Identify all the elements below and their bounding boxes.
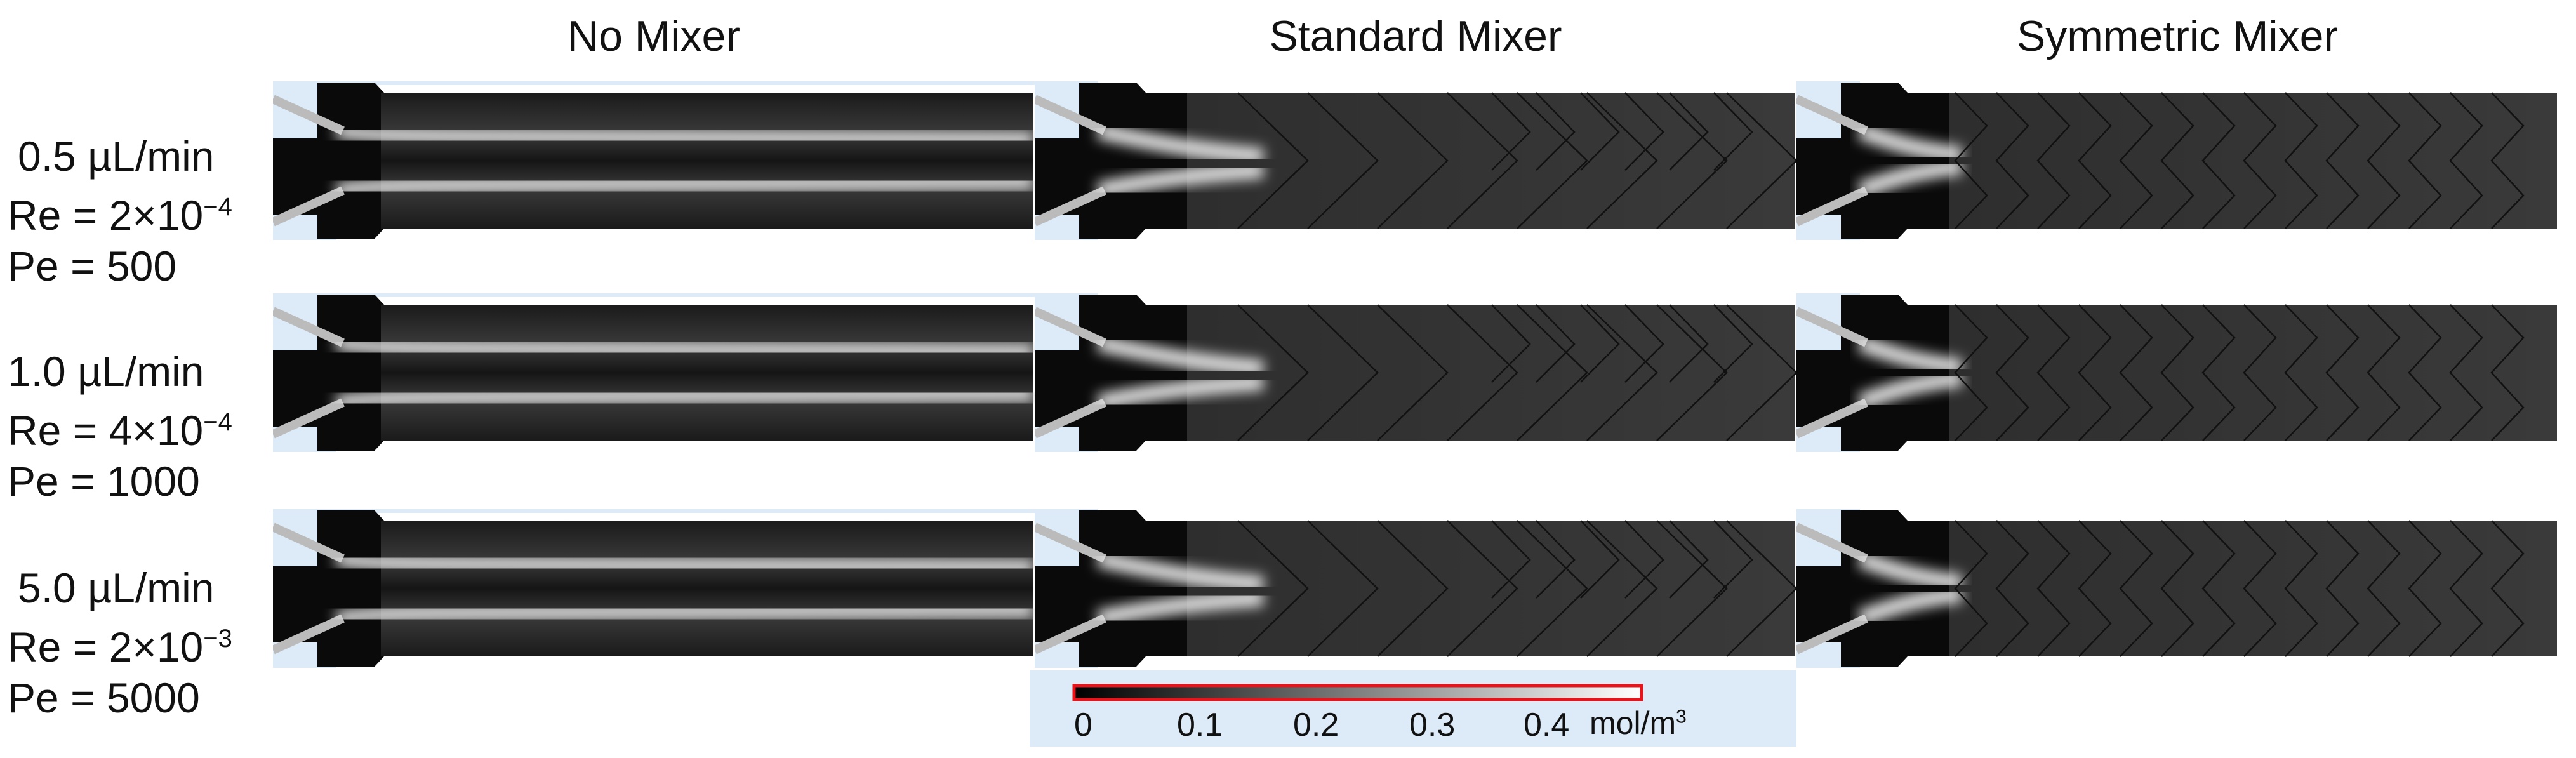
channel-svg [1035, 509, 1796, 668]
simulation-panel-symmetric-row-2 [1796, 293, 2558, 452]
channel-svg [273, 293, 1035, 452]
colorbar-unit: mol/m3 [1590, 705, 1687, 741]
row-label-3: 5.0 µL/min Re = 2×10−3 Pe = 5000 [8, 562, 232, 723]
channel-svg [1035, 81, 1796, 240]
peclet-label: Pe = 5000 [8, 674, 200, 721]
flow-rate-label: 5.0 µL/min [18, 564, 215, 611]
peclet-label: Pe = 500 [8, 243, 177, 289]
column-title-no-mixer: No Mixer [567, 12, 741, 60]
peclet-label: Pe = 1000 [8, 458, 200, 505]
channel-svg [1796, 81, 2557, 240]
simulation-panel-none-row-1 [273, 81, 1035, 240]
channel-svg [1796, 293, 2557, 452]
colorbar-gradient [1072, 684, 1643, 701]
flow-rate-label: 0.5 µL/min [18, 133, 215, 180]
row-label-1: 0.5 µL/min Re = 2×10−4 Pe = 500 [8, 131, 232, 291]
reynolds-label: Re = 2×10−4 [8, 192, 232, 239]
row-label-2: 1.0 µL/min Re = 4×10−4 Pe = 1000 [8, 346, 232, 507]
colorbar-tick: 0.1 [1177, 707, 1223, 743]
simulation-panel-symmetric-row-3 [1796, 509, 2558, 668]
reynolds-label: Re = 2×10−3 [8, 623, 232, 670]
flow-rate-label: 1.0 µL/min [8, 348, 204, 395]
channel-svg [1035, 293, 1796, 452]
colorbar-tick: 0.3 [1409, 707, 1456, 743]
simulation-panel-standard-row-3 [1035, 509, 1796, 668]
reynolds-label: Re = 4×10−4 [8, 407, 232, 454]
simulation-panel-none-row-2 [273, 293, 1035, 452]
channel-svg [273, 81, 1035, 240]
column-title-symmetric-mixer: Symmetric Mixer [2016, 12, 2339, 60]
channel-svg [1796, 509, 2557, 668]
channel-svg [273, 509, 1035, 668]
simulation-panel-symmetric-row-1 [1796, 81, 2558, 240]
colorbar-tick: 0 [1074, 707, 1092, 743]
simulation-panel-standard-row-1 [1035, 81, 1796, 240]
colorbar-svg [1072, 684, 1643, 701]
simulation-panel-none-row-3 [273, 509, 1035, 668]
simulation-panel-standard-row-2 [1035, 293, 1796, 452]
colorbar: 0 0.1 0.2 0.3 0.4 mol/m3 [1030, 670, 1796, 747]
column-title-standard-mixer: Standard Mixer [1269, 12, 1562, 60]
colorbar-tick: 0.2 [1293, 707, 1339, 743]
colorbar-tick: 0.4 [1524, 707, 1570, 743]
